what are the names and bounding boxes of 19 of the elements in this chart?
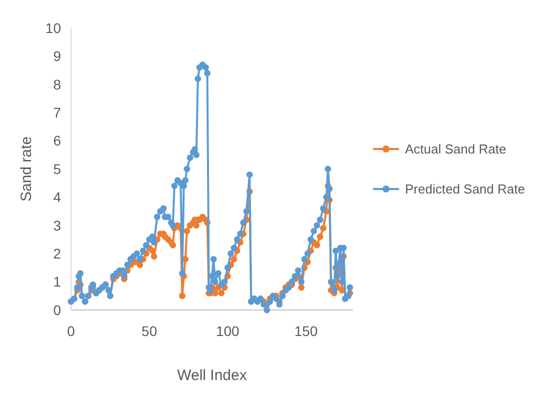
x-tick-label: 0 xyxy=(67,323,76,339)
y-tick-label: 10 xyxy=(45,20,62,36)
y-tick-label: 7 xyxy=(53,104,62,120)
y-tick-label: 0 xyxy=(53,302,62,318)
y-tick-label: 6 xyxy=(53,132,62,149)
legend-label: Actual Sand Rate xyxy=(405,142,506,157)
y-tick-label: 3 xyxy=(53,217,62,234)
x-tick-label: 50 xyxy=(142,323,158,339)
y-axis-title: Sand rate xyxy=(18,136,35,202)
x-axis-title: Well Index xyxy=(177,367,248,384)
y-tick-label: 4 xyxy=(53,189,62,206)
y-tick-label: 2 xyxy=(53,246,62,262)
y-tick-label: 1 xyxy=(53,274,62,290)
y-tick-label: 8 xyxy=(53,76,62,92)
y-tick-label: 5 xyxy=(53,160,62,177)
y-tick-label: 9 xyxy=(53,48,62,64)
x-tick-label: 150 xyxy=(294,323,318,339)
x-tick-label: 100 xyxy=(216,323,240,339)
legend-label: Predicted Sand Rate xyxy=(405,182,525,197)
